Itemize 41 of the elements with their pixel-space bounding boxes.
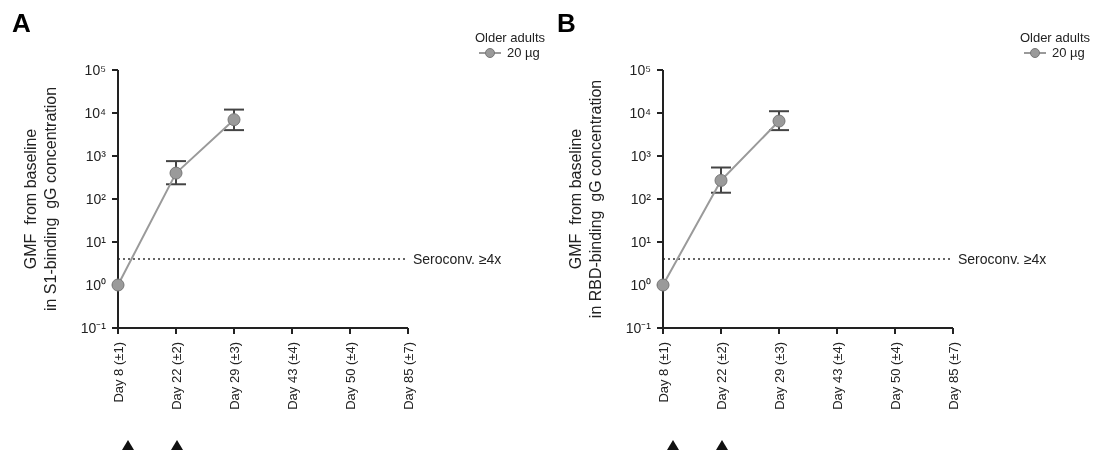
point [656,278,670,292]
ref-line-label: Seroconv. ≥4x [413,251,502,268]
x-tick-label: Day 50 (±4) [888,342,903,410]
legend-label: 20 µg [506,45,540,60]
y-tick-label: 10¹ [85,234,107,250]
point [169,166,183,180]
x-tick-label: Day 22 (±2) [714,342,729,410]
y-axis-title: GMF from baseline in S1-binding gG concentration [22,86,59,312]
point [227,113,241,127]
chart-title: B [557,8,576,39]
y-tick-label: 10² [85,191,107,207]
x-tick-label: Day 29 (±3) [772,342,787,410]
legend-title: Older adults [474,30,545,45]
y-tick-label: 10³ [630,148,652,164]
y-tick-label: 10¹ [630,234,652,250]
y-tick-label: 10⁵ [629,62,651,78]
y-tick-label: 10⁴ [84,105,106,121]
legend-label: 20 µg [1051,45,1085,60]
y-tick-label: 10² [630,191,652,207]
ref-line-label: Seroconv. ≥4x [958,251,1047,268]
point [111,278,125,292]
y-tick-label: 10⁰ [85,277,106,293]
x-tick-label: Day 29 (±3) [227,342,242,410]
y-tick-label: 10⁰ [630,277,651,293]
legend-title: Older adults [1019,30,1090,45]
x-tick-label: Day 43 (±4) [285,342,300,410]
y-tick-label: 10³ [85,148,107,164]
x-tick-label: Day 22 (±2) [169,342,184,410]
y-tick-label: 10⁻¹ [80,320,107,336]
y-tick-label: 10⁻¹ [625,320,652,336]
x-tick-label: Day 8 (±1) [656,342,671,403]
x-tick-label: Day 85 (±7) [946,342,961,410]
x-tick-label: Day 85 (±7) [401,342,416,410]
x-tick-label: Day 8 (±1) [111,342,126,403]
x-tick-label: Day 50 (±4) [343,342,358,410]
y-axis-title: GMF from baseline in RBD-binding gG concentration [567,79,604,319]
x-tick-label: Day 43 (±4) [830,342,845,410]
point [714,173,728,187]
y-tick-label: 10⁴ [629,105,651,121]
y-tick-label: 10⁵ [84,62,106,78]
chart-title: A [12,8,31,39]
